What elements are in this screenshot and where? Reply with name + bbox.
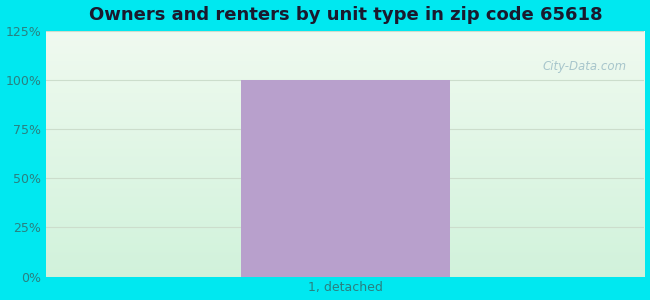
Title: Owners and renters by unit type in zip code 65618: Owners and renters by unit type in zip c…: [88, 6, 602, 24]
Text: City-Data.com: City-Data.com: [542, 60, 627, 73]
Bar: [240, 80, 450, 277]
